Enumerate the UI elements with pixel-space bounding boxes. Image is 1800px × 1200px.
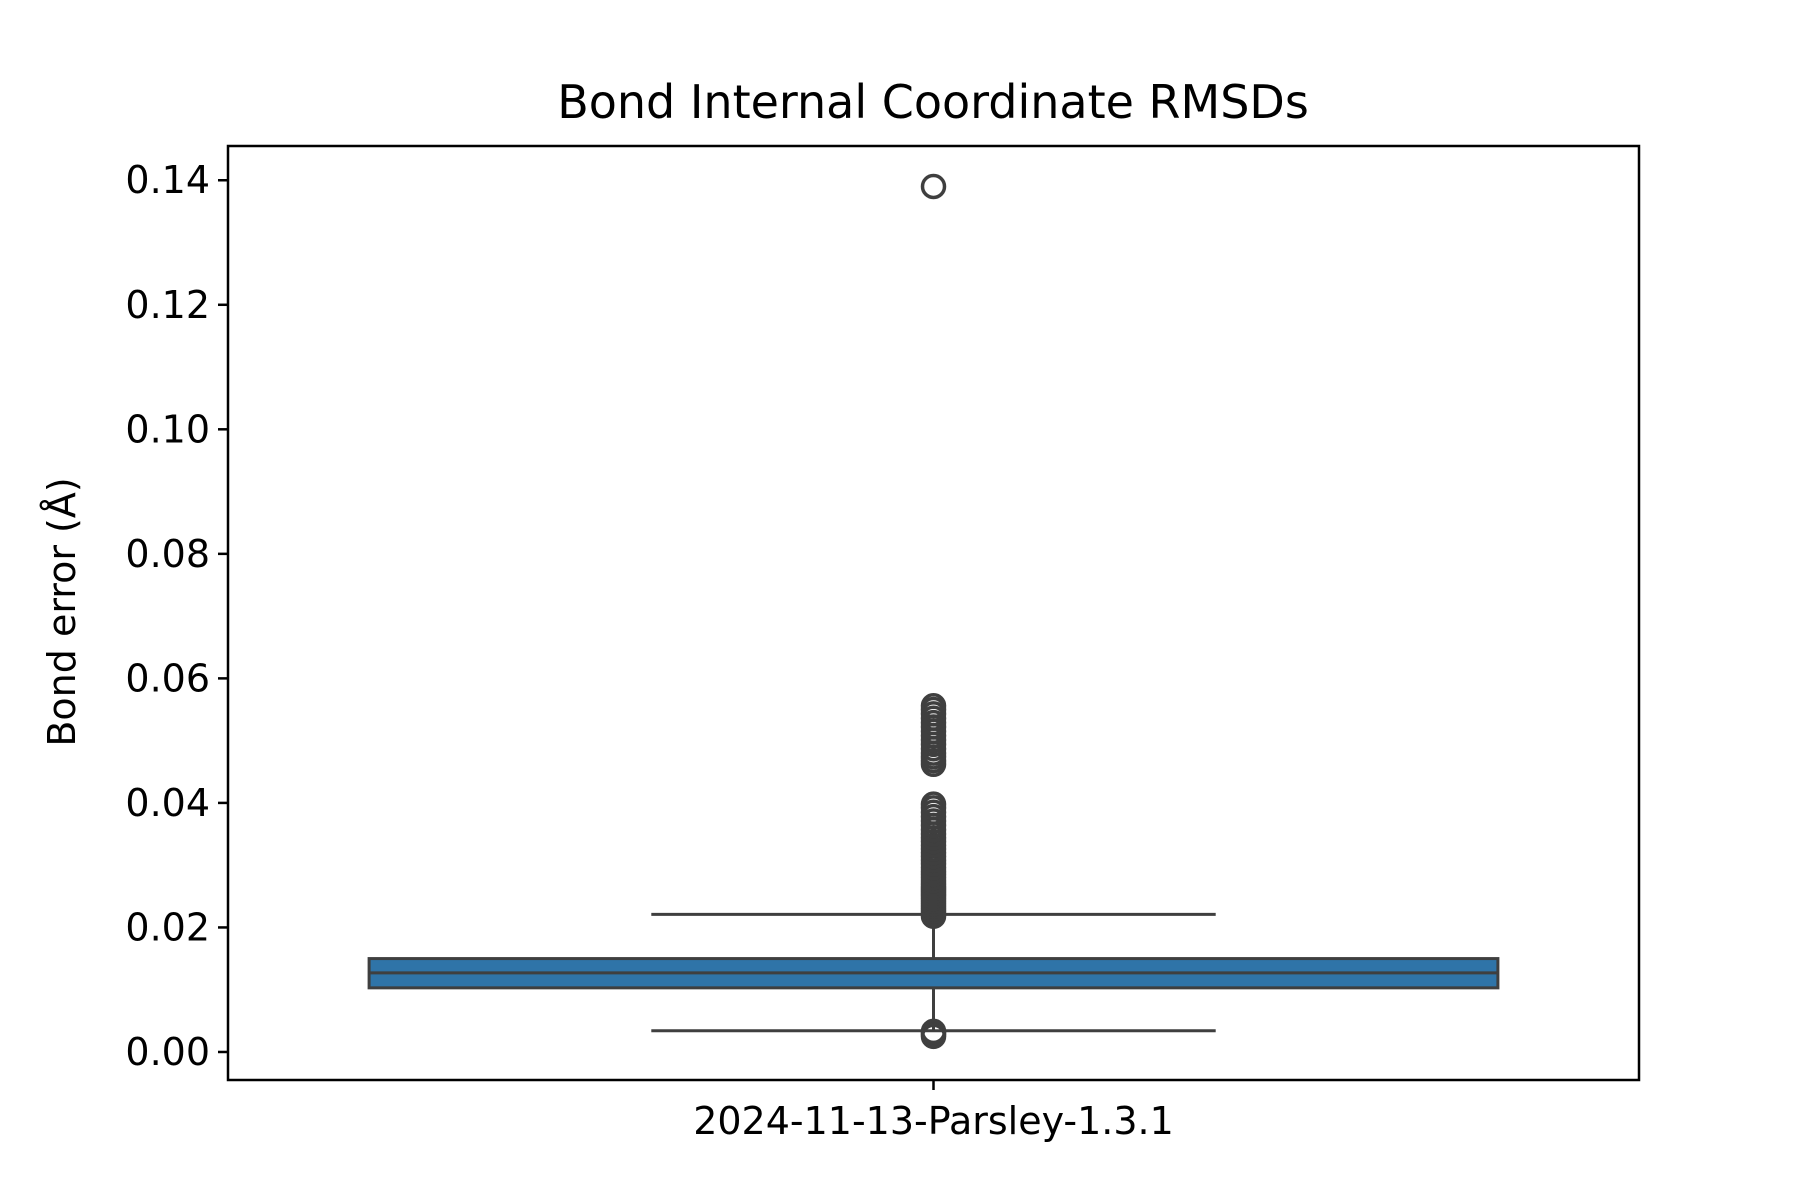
box-group <box>367 173 1500 1050</box>
outlier-point <box>920 173 947 200</box>
x-axis: 2024-11-13-Parsley-1.3.1 <box>693 1080 1174 1143</box>
y-tick-label: 0.08 <box>125 532 210 576</box>
y-tick-label: 0.04 <box>125 781 210 825</box>
plot-frame <box>226 144 1641 1082</box>
outlier-point <box>920 693 947 719</box>
y-axis: 0.00 0.02 0.04 0.06 0.08 0.10 0.12 0.14 <box>125 158 228 1074</box>
y-tick-label: 0.14 <box>125 158 210 202</box>
y-tick-label: 0.12 <box>125 283 210 327</box>
chart-title: Bond Internal Coordinate RMSDs <box>557 75 1309 129</box>
y-tick-label: 0.02 <box>125 905 210 949</box>
x-tick-label: 2024-11-13-Parsley-1.3.1 <box>693 1099 1174 1143</box>
y-axis-label: Bond error (Å) <box>40 477 84 746</box>
outlier-point <box>920 1018 947 1045</box>
y-tick-label: 0.10 <box>125 407 210 451</box>
y-tick-label: 0.06 <box>125 656 210 700</box>
y-tick-label: 0.00 <box>125 1030 210 1074</box>
outlier-point <box>920 791 947 817</box>
plot-area <box>367 173 1500 1050</box>
